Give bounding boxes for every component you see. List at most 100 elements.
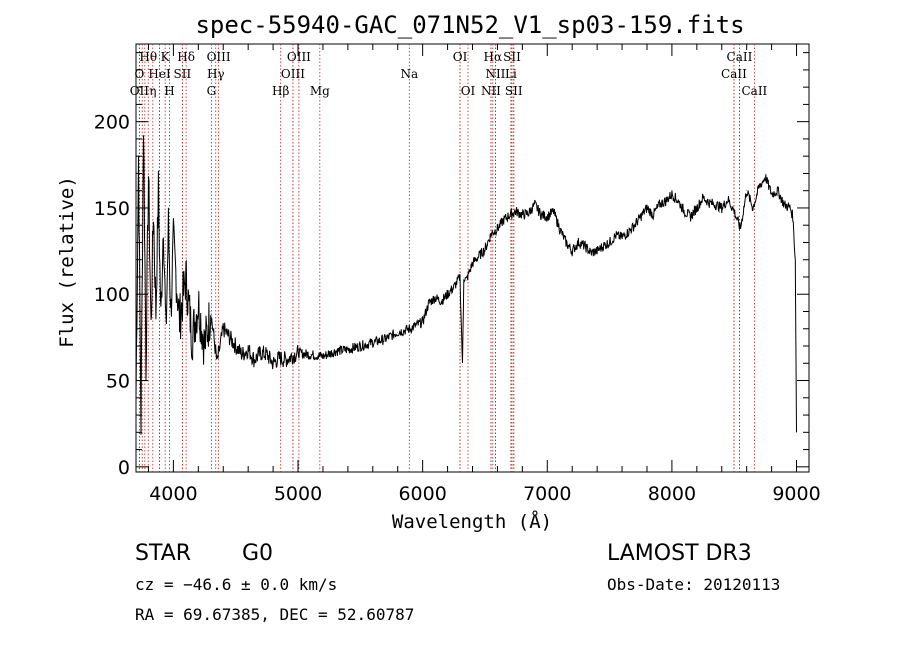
flux-point: [272, 363, 274, 364]
flux-point: [702, 197, 704, 198]
y-axis-label: Flux (relative): [56, 176, 78, 348]
spectral-line-label: H: [164, 84, 174, 98]
flux-point: [204, 345, 205, 347]
flux-point: [168, 224, 169, 226]
flux-point: [771, 193, 772, 195]
flux-point: [615, 235, 617, 236]
spectral-line-label: CaII: [721, 67, 747, 81]
flux-point: [291, 356, 293, 357]
flux-point: [727, 199, 729, 200]
x-axis-ticks: 4000 5000 6000 7000 8000 9000: [147, 44, 821, 505]
flux-point: [522, 214, 523, 216]
flux-point: [652, 214, 654, 216]
x-tick-label: 4000: [149, 483, 197, 505]
spectral-line-label: Hγ: [207, 67, 225, 81]
flux-point: [254, 359, 255, 361]
flux-point: [148, 173, 149, 174]
spectral-line-markers: [138, 44, 755, 472]
flux-line: [135, 135, 797, 435]
observation-date: Obs-Date: 20120113: [607, 575, 780, 594]
flux-point: [795, 259, 796, 261]
flux-point: [484, 249, 486, 250]
flux-point: [409, 328, 411, 330]
spectral-line-label: Hδ: [177, 50, 195, 64]
y-tick-label: 200: [94, 112, 130, 134]
flux-point: [422, 321, 423, 323]
spectral-line-label: OIII: [207, 50, 231, 64]
flux-point: [659, 204, 660, 205]
flux-point: [596, 250, 598, 252]
chart-title: spec-55940-GAC_071N52_V1_sp03-159.fits: [195, 11, 744, 39]
flux-point: [397, 331, 399, 333]
spectral-line-label: CaII: [727, 50, 753, 64]
flux-point: [721, 207, 723, 209]
flux-point: [478, 255, 480, 257]
flux-point: [145, 363, 147, 364]
flux-point: [752, 207, 754, 209]
flux-point: [155, 311, 157, 312]
flux-point: [347, 349, 349, 350]
spectral-line-label: SII: [505, 84, 523, 98]
spectral-line-label: SII: [174, 67, 192, 81]
flux-point: [553, 211, 554, 212]
flux-point: [140, 423, 142, 425]
flux-point: [179, 319, 180, 321]
flux-point: [671, 193, 673, 195]
flux-point: [360, 345, 361, 347]
flux-point: [235, 345, 236, 347]
flux-point: [684, 211, 685, 212]
flux-point: [247, 349, 249, 350]
flux-point: [462, 366, 463, 368]
flux-point: [279, 357, 280, 359]
flux-point: [559, 228, 560, 229]
flux-point: [783, 204, 785, 205]
flux-point: [447, 293, 448, 295]
flux-point: [503, 219, 505, 221]
flux-point: [497, 228, 498, 229]
flux-point: [372, 342, 374, 343]
redshift-velocity: cz = −46.6 ± 0.0 km/s: [135, 575, 337, 594]
plot-frame: [135, 43, 810, 473]
flux-point: [758, 186, 760, 188]
flux-point: [765, 176, 766, 178]
x-tick-label: 6000: [398, 483, 446, 505]
flux-point: [163, 216, 164, 217]
flux-point: [173, 242, 174, 243]
flux-point: [310, 354, 311, 355]
x-tick-label: 7000: [523, 483, 571, 505]
flux-point: [160, 319, 162, 321]
x-tick-label: 9000: [772, 483, 820, 505]
flux-point: [216, 363, 218, 364]
x-tick-label: 8000: [648, 483, 696, 505]
spectral-line-label: OIII: [287, 50, 311, 64]
spectral-line-label: OI: [453, 50, 468, 64]
flux-point: [434, 297, 436, 299]
object-subclass: G0: [242, 541, 273, 566]
flux-point: [733, 211, 735, 212]
flux-point: [709, 202, 710, 204]
flux-point: [690, 216, 691, 217]
flux-point: [578, 242, 579, 243]
spectral-line-label: O: [134, 67, 144, 81]
spectral-line-label: SII: [503, 50, 521, 64]
flux-series: [135, 121, 797, 435]
x-axis-label: Wavelength (Å): [392, 510, 552, 533]
flux-point: [198, 302, 199, 304]
flux-point: [634, 224, 635, 226]
spectral-line-label: K: [161, 50, 171, 64]
spectral-line-label: Li: [505, 67, 517, 81]
flux-point: [509, 214, 511, 216]
spectral-line-label: OII: [130, 84, 150, 98]
flux-point: [677, 200, 679, 202]
spectral-line-label: Hθ: [139, 50, 157, 64]
flux-point: [628, 231, 629, 233]
flux-point: [335, 350, 336, 352]
flux-point: [547, 216, 548, 217]
flux-point: [528, 212, 529, 214]
flux-point: [222, 328, 224, 330]
spectral-line-label: NII: [485, 67, 505, 81]
flux-point: [621, 237, 623, 238]
flux-point: [463, 276, 465, 278]
flux-point: [185, 276, 187, 278]
